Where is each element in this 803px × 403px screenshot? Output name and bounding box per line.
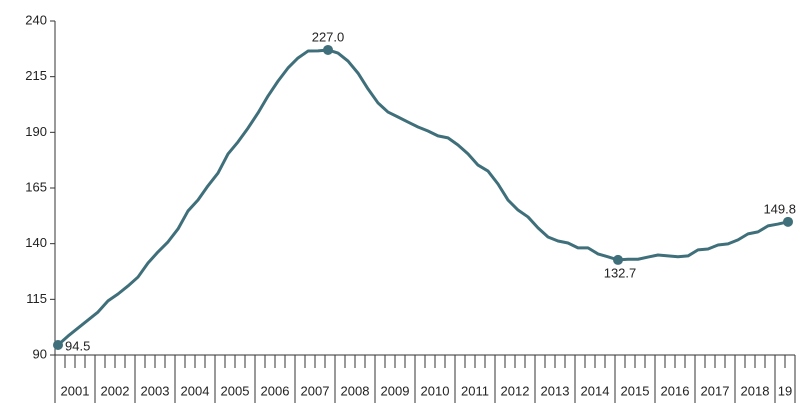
y-tick-label: 240 bbox=[25, 12, 47, 27]
x-tick-label: 2005 bbox=[221, 383, 250, 398]
x-tick-label: 2008 bbox=[341, 383, 370, 398]
x-tick-label: 2006 bbox=[261, 383, 290, 398]
y-tick-label: 190 bbox=[25, 124, 47, 139]
y-tick-label: 90 bbox=[33, 346, 47, 361]
x-tick-label: 2009 bbox=[381, 383, 410, 398]
data-label: 94.5 bbox=[65, 338, 90, 353]
point-marker bbox=[613, 254, 623, 265]
x-tick-label: 2017 bbox=[701, 383, 730, 398]
y-tick-label: 165 bbox=[25, 179, 47, 194]
point-marker bbox=[783, 216, 793, 227]
x-tick-label: 2013 bbox=[541, 383, 570, 398]
y-tick-label: 215 bbox=[25, 68, 47, 83]
point-marker bbox=[53, 339, 63, 350]
x-tick-label: 2010 bbox=[421, 383, 450, 398]
x-tick-label: 2001 bbox=[61, 383, 90, 398]
x-tick-label: 19 bbox=[778, 383, 792, 398]
y-tick-label: 115 bbox=[26, 291, 47, 306]
data-label: 227.0 bbox=[312, 29, 345, 44]
x-tick-label: 2003 bbox=[141, 383, 170, 398]
x-tick-label: 2007 bbox=[301, 383, 330, 398]
point-marker bbox=[323, 44, 333, 55]
y-tick-label: 140 bbox=[25, 235, 47, 250]
x-tick-label: 2018 bbox=[741, 383, 770, 398]
x-tick-label: 2011 bbox=[461, 383, 489, 398]
x-tick-label: 2004 bbox=[181, 383, 210, 398]
data-label: 149.8 bbox=[763, 201, 796, 216]
series-line bbox=[57, 48, 789, 347]
x-tick-label: 2015 bbox=[621, 383, 650, 398]
x-tick-label: 2012 bbox=[501, 383, 530, 398]
x-tick-label: 2002 bbox=[101, 383, 130, 398]
x-tick-label: 2014 bbox=[581, 383, 610, 398]
data-label: 132.7 bbox=[604, 265, 637, 280]
x-tick-label: 2016 bbox=[661, 383, 690, 398]
